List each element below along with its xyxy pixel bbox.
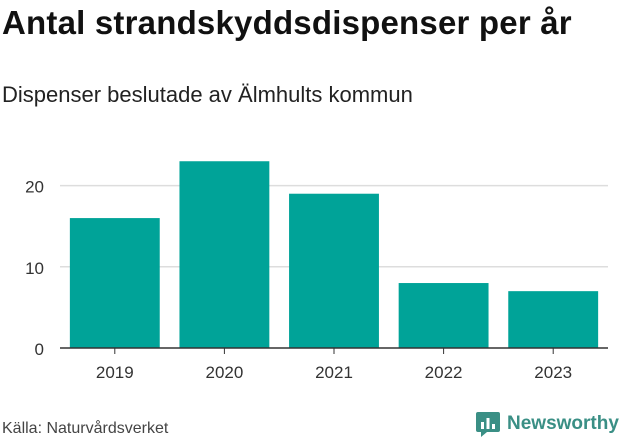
chart-title: Antal strandskyddsdispenser per år xyxy=(2,4,572,41)
bar xyxy=(179,161,270,348)
x-tick-label: 2020 xyxy=(205,363,243,382)
x-tick-label: 2023 xyxy=(534,363,572,382)
chart-logo-icon xyxy=(476,412,500,437)
source-note: Källa: Naturvårdsverket xyxy=(2,420,169,437)
y-tick-label: 0 xyxy=(35,340,44,359)
x-tick-label: 2021 xyxy=(315,363,353,382)
bar xyxy=(398,283,489,348)
brand-name: Newsworthy xyxy=(507,413,619,434)
x-tick-label: 2019 xyxy=(96,363,134,382)
brand-logo: Newsworthy xyxy=(475,410,619,438)
bar xyxy=(69,218,160,348)
y-tick-label: 20 xyxy=(25,178,44,197)
bar xyxy=(289,193,379,348)
chart-subtitle: Dispenser beslutade av Älmhults kommun xyxy=(2,82,413,107)
x-tick-label: 2022 xyxy=(425,363,463,382)
y-tick-label: 10 xyxy=(25,259,44,278)
bar xyxy=(508,291,599,348)
